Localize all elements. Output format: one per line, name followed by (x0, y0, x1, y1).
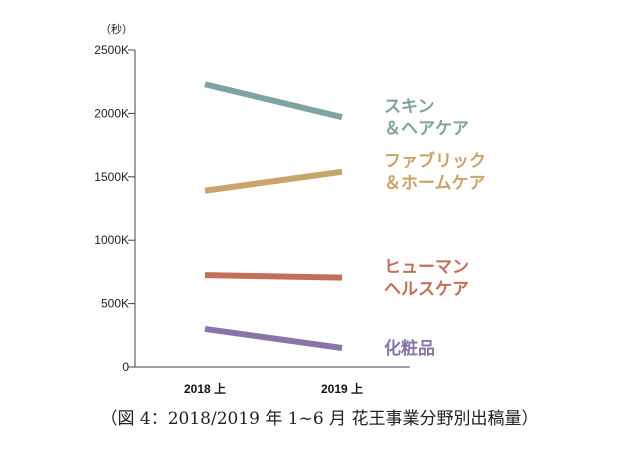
series-label: ヒューマンヘルスケア (384, 258, 469, 300)
y-tick-label: 1000K (94, 233, 129, 247)
series-label: 化粧品 (384, 338, 435, 359)
figure-caption: （図 4：2018/2019 年 1~6 月 花王事業分野別出稿量） (100, 409, 539, 429)
series-label: スキン＆ヘアケア (384, 97, 469, 139)
y-tick-label: 0 (122, 360, 129, 374)
series-line (204, 272, 343, 281)
x-tick-label: 2018 上 (184, 381, 226, 396)
series-lines (204, 81, 343, 351)
series-line (204, 168, 343, 194)
y-axis-ticks: 0 500K 1000K 1500K 2000K 2500K (94, 43, 135, 374)
x-axis-ticks: 2018 上 2019 上 (184, 381, 363, 396)
y-axis-unit: （秒） (100, 22, 133, 36)
chart-axes (134, 50, 410, 368)
series-line (204, 325, 343, 351)
series-line (204, 81, 343, 121)
y-tick-label: 500K (101, 297, 129, 311)
x-tick-label: 2019 上 (321, 381, 363, 396)
y-tick-label: 2000K (94, 106, 129, 120)
y-tick-label: 1500K (94, 170, 129, 184)
y-tick-label: 2500K (94, 43, 129, 57)
series-label: ファブリック＆ホームケア (384, 151, 486, 194)
